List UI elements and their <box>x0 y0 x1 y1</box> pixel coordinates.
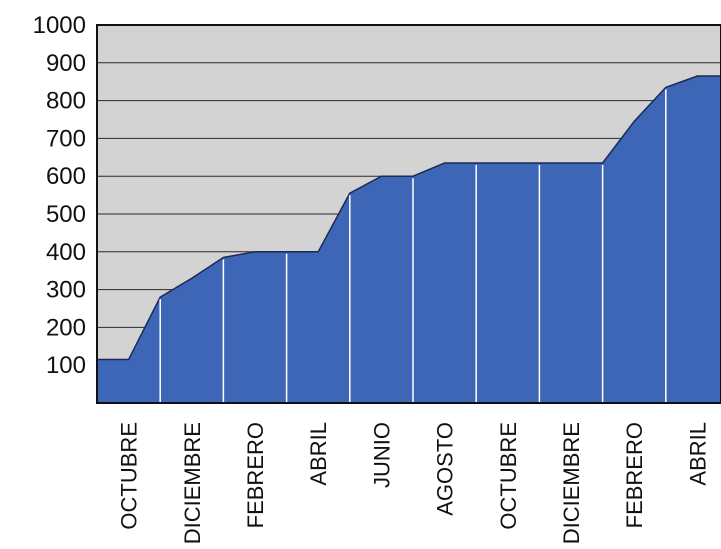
y-tick-label: 700 <box>46 125 86 152</box>
x-tick-label: FEBRERO <box>243 422 268 528</box>
y-tick-label: 500 <box>46 201 86 228</box>
x-tick-label: ABRIL <box>306 422 331 486</box>
y-tick-label: 300 <box>46 277 86 304</box>
area-fill <box>96 75 721 404</box>
x-tick-label: DICIEMBRE <box>180 422 205 544</box>
y-tick-label: 600 <box>46 163 86 190</box>
x-tick-label: OCTUBRE <box>496 422 521 530</box>
x-tick-label: DICIEMBRE <box>559 422 584 544</box>
y-tick-label: 400 <box>46 239 86 266</box>
x-axis: OCTUBRE DICIEMBRE FEBRERO ABRIL JUNIO AGOSTO O… <box>117 422 711 544</box>
month-dividers <box>159 89 667 403</box>
y-tick-label: 900 <box>46 50 86 77</box>
x-tick-label: FEBRERO <box>622 422 647 528</box>
y-tick-label: 1000 <box>33 12 86 39</box>
y-tick-label: 100 <box>46 352 86 379</box>
x-tick-label: JUNIO <box>369 422 394 488</box>
plot-frame <box>96 24 721 404</box>
x-tick-label: ABRIL <box>685 422 710 486</box>
x-tick-label: OCTUBRE <box>117 422 142 530</box>
x-tick-label: AGOSTO <box>433 422 458 516</box>
y-axis: 100 200 300 400 500 600 700 800 900 1000 <box>33 12 86 379</box>
y-tick-label: 800 <box>46 88 86 115</box>
y-tick-label: 200 <box>46 314 86 341</box>
